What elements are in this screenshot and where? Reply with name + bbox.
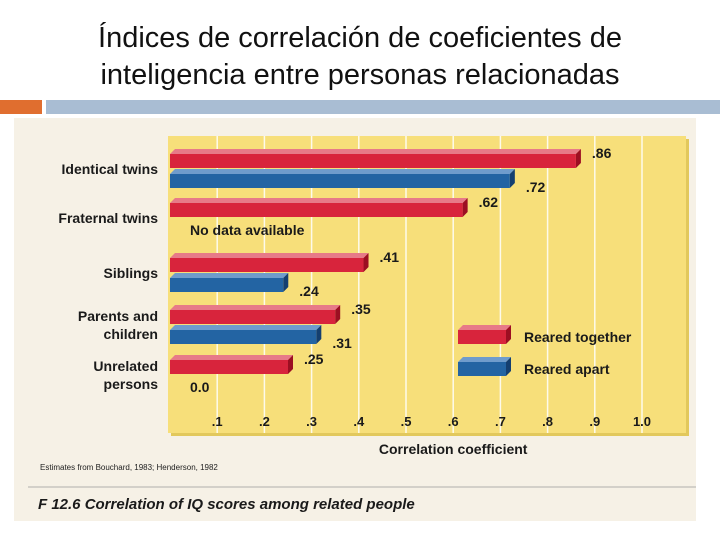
value-label-4-2: .31 [332, 335, 352, 351]
category-label-5-line-2: persons [104, 376, 159, 392]
bar-together-2 [170, 203, 463, 217]
bar-apart-1 [170, 174, 510, 188]
source-note: Estimates from Bouchard, 1983; Henderson… [40, 463, 218, 472]
category-label-4-line-1: Parents and [78, 308, 158, 324]
value-label-4-1: .35 [351, 301, 371, 317]
value-label-5-1: .25 [304, 351, 324, 367]
bar-together-3 [170, 258, 364, 272]
bar-together-3-top [170, 253, 369, 258]
value-label-5-2: 0.0 [190, 379, 210, 395]
bar-together-1-side [575, 149, 581, 168]
no-data-label-2: No data available [190, 222, 305, 238]
bar-apart-1-top [170, 169, 515, 174]
bar-apart-4 [170, 330, 317, 344]
bar-together-1-top [170, 149, 581, 154]
bar-apart-1-side [509, 169, 515, 188]
bar-apart-4-top [170, 325, 322, 330]
bar-together-5-side [288, 355, 293, 374]
value-label-1-1: .86 [592, 145, 612, 161]
x-tick-label-2: .2 [259, 414, 270, 429]
legend-label-2: Reared apart [524, 361, 610, 377]
bar-together-3-side [363, 253, 369, 272]
value-label-3-2: .24 [299, 283, 319, 299]
bar-together-4-side [335, 305, 341, 324]
x-tick-label-10: 1.0 [633, 414, 651, 429]
bar-apart-3 [170, 278, 284, 292]
x-tick-label-5: .5 [401, 414, 412, 429]
bar-chart: Identical twins .86 .72 Fraternal twins .62 N… [28, 136, 696, 513]
bar-together-2-top [170, 198, 468, 203]
figure-caption: F 12.6 Correlation of IQ scores among re… [38, 496, 415, 513]
bar-together-4 [170, 310, 336, 324]
x-tick-label-3: .3 [306, 414, 317, 429]
legend-label-1: Reared together [524, 329, 632, 345]
category-label-1: Identical twins [62, 161, 159, 177]
category-label-2: Fraternal twins [58, 210, 158, 226]
legend-swatch-side-2 [506, 357, 511, 376]
bar-together-4-top [170, 305, 341, 310]
x-tick-label-7: .7 [495, 414, 506, 429]
value-label-2-1: .62 [479, 194, 499, 210]
x-tick-label-8: .8 [542, 414, 553, 429]
value-label-3-1: .41 [380, 249, 400, 265]
x-tick-label-4: .4 [353, 414, 365, 429]
category-label-4-line-2: children [104, 326, 158, 342]
bar-apart-4-side [316, 325, 322, 344]
bar-together-2-side [462, 198, 468, 217]
legend-swatch-top-1 [458, 325, 511, 330]
legend-swatch-2 [458, 362, 506, 376]
value-label-1-2: .72 [526, 179, 546, 195]
legend-swatch-side-1 [506, 325, 511, 344]
accent-bar-blue [46, 100, 720, 114]
chart-figure: Identical twins .86 .72 Fraternal twins .62 N… [14, 118, 696, 521]
x-tick-label-6: .6 [448, 414, 459, 429]
x-tick-label-9: .9 [589, 414, 600, 429]
x-axis-title: Correlation coefficient [379, 441, 528, 457]
bar-together-5 [170, 360, 288, 374]
bar-together-5-top [170, 355, 293, 360]
slide-title-line-1: Índices de correlación de coeficientes d… [98, 22, 622, 54]
bar-apart-3-top [170, 273, 289, 278]
legend-swatch-top-2 [458, 357, 511, 362]
bar-together-1 [170, 154, 576, 168]
slide-title-line-2: inteligencia entre personas relacionadas [100, 59, 620, 91]
slide-title: Índices de correlación de coeficientes d… [40, 20, 680, 94]
x-tick-label-1: .1 [212, 414, 223, 429]
category-label-5-line-1: Unrelated [93, 358, 158, 374]
bar-apart-3-side [283, 273, 289, 292]
category-label-3: Siblings [104, 265, 159, 281]
legend-swatch-1 [458, 330, 506, 344]
accent-bar-orange [0, 100, 42, 114]
